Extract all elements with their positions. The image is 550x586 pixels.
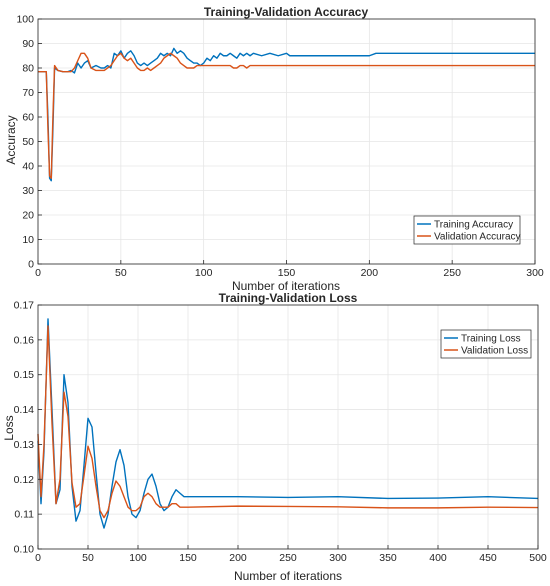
series-line xyxy=(38,52,535,179)
y-tick-label: 100 xyxy=(16,14,34,26)
y-tick-label: 0.13 xyxy=(14,439,35,451)
y-tick-label: 10 xyxy=(22,234,34,246)
x-tick-label: 350 xyxy=(379,552,397,564)
x-tick-label: 300 xyxy=(329,552,347,564)
y-tick-label: 0.14 xyxy=(14,404,35,416)
y-tick-label: 0.12 xyxy=(14,474,35,486)
y-tick-label: 80 xyxy=(22,63,34,75)
y-tick-label: 50 xyxy=(22,136,34,148)
y-tick-label: 20 xyxy=(22,210,34,222)
y-axis-label: Loss xyxy=(2,415,16,440)
y-tick-label: 0 xyxy=(28,259,34,271)
legend-box xyxy=(440,329,532,359)
y-tick-label: 0.11 xyxy=(14,509,34,521)
x-tick-label: 100 xyxy=(195,267,213,279)
chart-title: Training-Validation Accuracy xyxy=(204,5,369,19)
y-tick-label: 90 xyxy=(22,38,34,50)
x-tick-label: 300 xyxy=(526,267,544,279)
x-tick-label: 150 xyxy=(179,552,197,564)
legend-box xyxy=(413,215,521,245)
x-tick-label: 500 xyxy=(529,552,547,564)
x-tick-label: 100 xyxy=(129,552,147,564)
x-tick-label: 250 xyxy=(443,267,461,279)
x-tick-label: 50 xyxy=(115,267,127,279)
x-tick-label: 250 xyxy=(279,552,297,564)
loss-chart: Training-Validation Loss Number of itera… xyxy=(2,291,547,583)
x-tick-label: 200 xyxy=(229,552,247,564)
x-tick-label: 200 xyxy=(361,267,379,279)
y-tick-label: 70 xyxy=(22,87,34,99)
y-tick-label: 60 xyxy=(22,112,34,124)
series-line xyxy=(37,318,539,529)
y-tick-label: 40 xyxy=(22,161,34,173)
x-tick-label: 400 xyxy=(429,552,447,564)
x-axis-label: Number of iterations xyxy=(234,569,342,583)
y-tick-label: 0.16 xyxy=(14,334,35,346)
x-tick-label: 50 xyxy=(82,552,94,564)
x-axis-label: Number of iterations xyxy=(232,279,340,293)
x-tick-label: 0 xyxy=(35,267,41,279)
legend-label: Training Loss xyxy=(461,334,521,345)
legend-label: Training Accuracy xyxy=(434,220,513,231)
accuracy-chart: Training-Validation Accuracy Number of i… xyxy=(4,5,544,293)
series-line xyxy=(37,325,539,519)
y-axis-label: Accuracy xyxy=(4,115,18,164)
y-tick-label: 30 xyxy=(22,185,34,197)
series-line xyxy=(38,47,535,182)
x-tick-label: 0 xyxy=(35,552,41,564)
legend-label: Validation Loss xyxy=(461,346,528,357)
legend-label: Validation Accuracy xyxy=(434,232,521,243)
y-tick-label: 0.10 xyxy=(14,544,35,556)
y-tick-label: 0.15 xyxy=(14,369,35,381)
x-tick-label: 150 xyxy=(278,267,296,279)
chart-title: Training-Validation Loss xyxy=(219,291,358,305)
x-tick-label: 450 xyxy=(479,552,497,564)
y-tick-label: 0.17 xyxy=(14,300,35,312)
